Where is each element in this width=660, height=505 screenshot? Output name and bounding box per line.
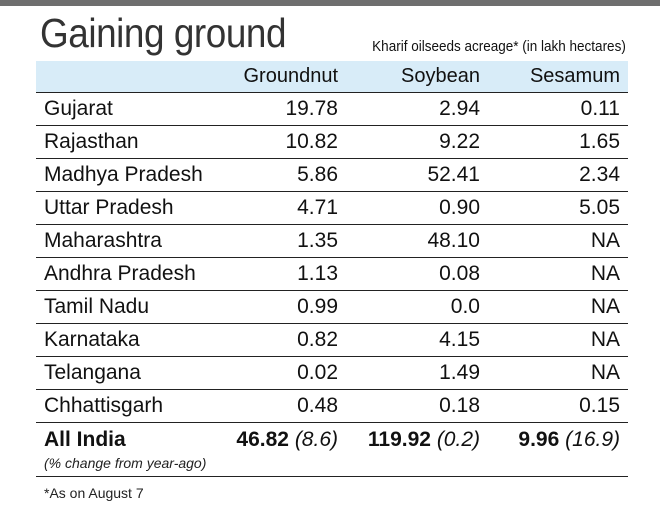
cell-soybean: 1.49 bbox=[439, 361, 480, 384]
total-groundnut-value: 46.82 bbox=[236, 428, 289, 451]
table-header: Groundnut Soybean Sesamum bbox=[36, 61, 628, 93]
state-name: Chhattisgarh bbox=[44, 394, 164, 417]
cell-groundnut: 4.71 bbox=[297, 196, 338, 219]
table-row: Maharashtra 1.35 48.10 NA bbox=[36, 225, 628, 258]
cell-sesamum: NA bbox=[590, 229, 620, 252]
cell-groundnut: 10.82 bbox=[285, 130, 338, 153]
table-row: Karnataka 0.82 4.15 NA bbox=[36, 324, 628, 357]
cell-sesamum: NA bbox=[590, 262, 620, 285]
total-groundnut: 46.82 (8.6) bbox=[236, 423, 338, 479]
cell-groundnut: 0.48 bbox=[297, 394, 338, 417]
data-table: Groundnut Soybean Sesamum Gujarat 19.78 2.… bbox=[36, 61, 628, 479]
table-row: Gujarat 19.78 2.94 0.11 bbox=[36, 93, 628, 126]
column-header-soybean: Soybean bbox=[401, 65, 480, 87]
column-header-groundnut: Groundnut bbox=[243, 65, 338, 87]
cell-groundnut: 19.78 bbox=[285, 97, 338, 120]
cell-sesamum: 2.34 bbox=[579, 163, 620, 186]
state-name: Tamil Nadu bbox=[44, 295, 150, 318]
cell-sesamum: 0.11 bbox=[580, 97, 620, 120]
cell-groundnut: 1.35 bbox=[297, 229, 338, 252]
cell-groundnut: 1.13 bbox=[297, 262, 338, 285]
cell-soybean: 52.41 bbox=[427, 163, 480, 186]
cell-groundnut: 0.99 bbox=[297, 295, 338, 318]
table-row: Madhya Pradesh 5.86 52.41 2.34 bbox=[36, 159, 628, 192]
cell-soybean: 0.0 bbox=[450, 295, 480, 318]
total-label: All India bbox=[44, 428, 126, 451]
table-row: Tamil Nadu 0.99 0.0 NA bbox=[36, 291, 628, 324]
table-row: Chhattisgarh 0.48 0.18 0.15 bbox=[36, 390, 628, 423]
cell-groundnut: 0.02 bbox=[297, 361, 338, 384]
cell-sesamum: 1.65 bbox=[579, 130, 620, 153]
cell-soybean: 9.22 bbox=[439, 130, 480, 153]
state-name: Telangana bbox=[44, 361, 141, 384]
cell-soybean: 0.18 bbox=[439, 394, 480, 417]
cell-soybean: 48.10 bbox=[427, 229, 480, 252]
total-row: All India 46.82 (8.6) 119.92 (0.2) 9.96 … bbox=[36, 423, 628, 479]
state-name: Gujarat bbox=[44, 97, 113, 120]
total-soybean-change: (0.2) bbox=[436, 428, 480, 451]
state-name: Maharashtra bbox=[44, 229, 162, 252]
cell-sesamum: 0.15 bbox=[579, 394, 620, 417]
table-row: Rajasthan 10.82 9.22 1.65 bbox=[36, 126, 628, 159]
total-note: (% change from year-ago) bbox=[44, 455, 207, 471]
state-name: Uttar Pradesh bbox=[44, 196, 174, 219]
cell-sesamum: NA bbox=[590, 361, 620, 384]
state-name: Rajasthan bbox=[44, 130, 139, 153]
chart-title: Gaining ground bbox=[40, 10, 287, 56]
cell-groundnut: 0.82 bbox=[297, 328, 338, 351]
table-row: Uttar Pradesh 4.71 0.90 5.05 bbox=[36, 192, 628, 225]
total-groundnut-change: (8.6) bbox=[294, 428, 338, 451]
state-name: Karnataka bbox=[44, 328, 140, 351]
total-soybean-value: 119.92 bbox=[367, 428, 431, 451]
cell-sesamum: 5.05 bbox=[579, 196, 620, 219]
cell-soybean: 4.15 bbox=[439, 328, 480, 351]
table-row: Andhra Pradesh 1.13 0.08 NA bbox=[36, 258, 628, 291]
cell-sesamum: NA bbox=[590, 328, 620, 351]
top-bar bbox=[0, 0, 660, 6]
table-body: Gujarat 19.78 2.94 0.11 Rajasthan 10.82 9.22 1.… bbox=[36, 93, 628, 423]
state-name: Andhra Pradesh bbox=[44, 262, 196, 285]
chart-subtitle: Kharif oilseeds acreage* (in lakh hectar… bbox=[372, 38, 626, 55]
cell-groundnut: 5.86 bbox=[297, 163, 338, 186]
table-row: Telangana 0.02 1.49 NA bbox=[36, 357, 628, 390]
cell-sesamum: NA bbox=[590, 295, 620, 318]
footer-divider bbox=[36, 476, 628, 477]
total-sesamum-change: (16.9) bbox=[565, 428, 620, 451]
cell-soybean: 0.90 bbox=[439, 196, 480, 219]
total-sesamum: 9.96 (16.9) bbox=[518, 423, 620, 479]
total-sesamum-value: 9.96 bbox=[518, 428, 560, 451]
footnote: *As on August 7 bbox=[44, 485, 144, 501]
state-name: Madhya Pradesh bbox=[44, 163, 203, 186]
cell-soybean: 2.94 bbox=[439, 97, 480, 120]
column-header-sesamum: Sesamum bbox=[529, 65, 620, 87]
total-soybean: 119.92 (0.2) bbox=[368, 423, 480, 479]
cell-soybean: 0.08 bbox=[439, 262, 480, 285]
